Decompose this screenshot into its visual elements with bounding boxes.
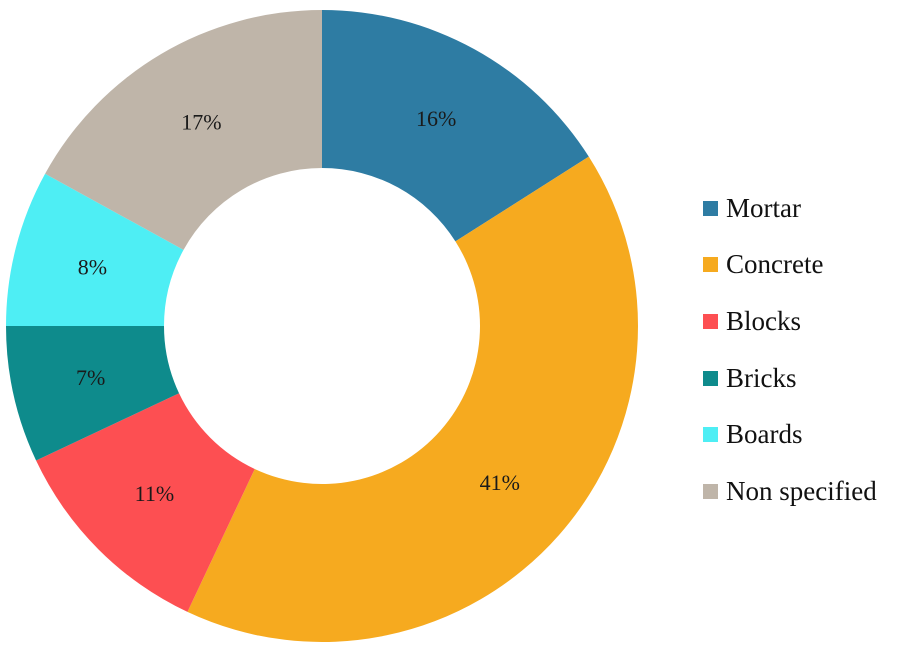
legend-item-concrete: Concrete (703, 237, 877, 294)
slice-boards (6, 173, 184, 326)
chart-legend: Mortar Concrete Blocks Bricks Boards Non… (703, 180, 877, 520)
slice-label-mortar: 16% (416, 106, 456, 131)
legend-item-boards: Boards (703, 406, 877, 463)
slice-label-bricks: 7% (76, 365, 105, 390)
slice-label-blocks: 11% (135, 481, 175, 506)
legend-swatch (703, 427, 718, 443)
slice-labels: 16% 41% 11% 7% 8% 17% (76, 106, 520, 506)
slice-non-specified (45, 10, 322, 250)
legend-label: Mortar (726, 192, 801, 223)
donut-slices (6, 10, 639, 643)
legend-swatch (703, 257, 718, 273)
legend-item-bricks: Bricks (703, 350, 877, 407)
slice-label-non-specified: 17% (181, 110, 221, 135)
slice-mortar (322, 10, 589, 242)
legend-item-blocks: Blocks (703, 293, 877, 350)
legend-swatch (703, 483, 718, 499)
legend-label: Concrete (726, 249, 824, 280)
legend-label: Blocks (726, 305, 802, 336)
legend-swatch (703, 370, 718, 386)
legend-swatch (703, 200, 718, 216)
slice-bricks (6, 326, 180, 461)
legend-label: Non specified (726, 475, 877, 506)
slice-label-boards: 8% (78, 255, 107, 280)
legend-label: Bricks (726, 362, 797, 393)
legend-swatch (703, 313, 718, 329)
slice-blocks (36, 393, 255, 612)
legend-item-mortar: Mortar (703, 180, 877, 237)
legend-label: Boards (726, 419, 803, 450)
legend-item-non-specified: Non specified (703, 463, 877, 520)
slice-concrete (187, 156, 639, 643)
slice-label-concrete: 41% (480, 470, 520, 495)
